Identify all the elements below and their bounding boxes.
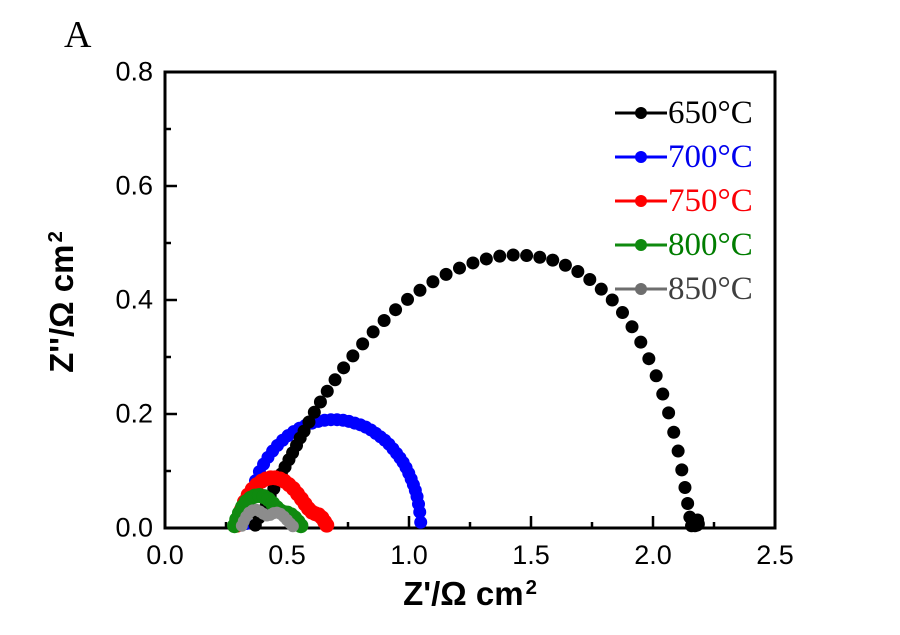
legend-item-650c: 650°C [614,91,784,135]
axis-ticks [163,70,777,530]
legend: 650°C 700°C 750°C 800°C 850°C [614,91,784,311]
x-tick-label-0.0: 0.0 [146,540,184,570]
y-axis-title: Z''/Ω cm2 [43,231,81,373]
series-650C-points [248,248,705,533]
series-850C-points [235,503,299,533]
x-axis-title: Z'/Ω cm2 [403,575,537,613]
legend-item-800c: 800°C [614,223,784,267]
legend-label-800c: 800°C [668,226,753,263]
legend-label-700c: 700°C [668,138,753,175]
legend-item-700c: 700°C [614,135,784,179]
series-750C-points [229,470,335,533]
x-tick-label-0.5: 0.5 [268,540,306,570]
panel-label: A [64,14,92,56]
y-axis-title-text: Z''/Ω cm [43,244,80,373]
legend-marker-700c-icon [615,151,667,163]
x-tick-label-2.5: 2.5 [756,540,794,570]
legend-marker-650c-icon [615,107,667,119]
legend-marker-800c-icon [615,239,667,251]
legend-label-850c: 850°C [668,270,753,307]
y-tick-label-0.8: 0.8 [115,56,153,87]
y-axis-title-superscript: 2 [43,231,67,243]
legend-label-750c: 750°C [668,182,753,219]
x-tick-label-1.0: 1.0 [390,540,428,570]
y-tick-label-0.0: 0.0 [115,512,153,543]
legend-marker-850c-icon [615,283,667,295]
x-axis-title-superscript: 2 [525,575,537,599]
y-tick-label-0.2: 0.2 [115,398,153,429]
x-axis-title-text: Z'/Ω cm [403,575,524,612]
legend-item-850c: 850°C [614,267,784,311]
legend-marker-750c-icon [615,195,667,207]
y-tick-label-0.4: 0.4 [115,284,153,315]
x-tick-label-1.5: 1.5 [512,540,550,570]
y-tick-label-0.6: 0.6 [115,170,153,201]
x-tick-label-2.0: 2.0 [634,540,672,570]
legend-item-750c: 750°C [614,179,784,223]
legend-label-650c: 650°C [668,94,753,131]
